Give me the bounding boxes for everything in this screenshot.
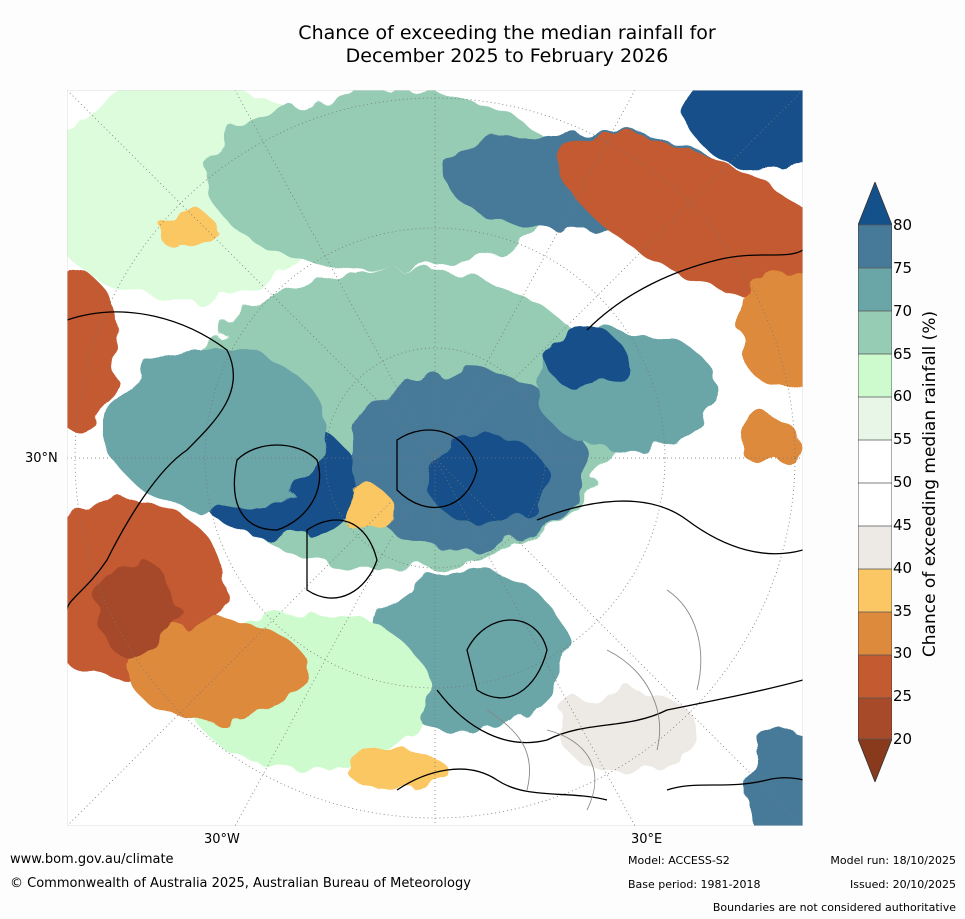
colorbar-swatch-65-70 [858,311,892,354]
coastlines [67,249,803,801]
footer-base-period: Base period: 1981-2018 [628,878,761,891]
colorbar-swatch-55-60 [858,397,892,440]
longitude-label-30w: 30°W [204,832,240,847]
field-wet [207,90,567,270]
field-dry-light [737,270,803,390]
colorbar-swatch-45-50 [858,483,892,526]
colorbar-tick-label: 40 [893,558,913,577]
colorbar-swatch-20-25 [858,698,892,739]
colorbar-tick-label: 35 [893,601,913,620]
colorbar-swatch-25-30 [858,655,892,698]
borders [486,589,702,811]
colorbar-tick-label: 45 [893,515,913,534]
field-dry [559,133,803,307]
field-dry-light [127,620,307,720]
colorbar [858,182,892,782]
colorbar-title-text: Chance of exceeding median rainfall (%) [920,310,940,658]
footer-issued: Issued: 20/10/2025 [849,878,956,891]
colorbar-tick-label: 25 [893,687,913,706]
colorbar-swatch-35-40 [858,569,892,612]
colorbar-swatch-70-75 [858,268,892,311]
colorbar-swatch-30-35 [858,612,892,655]
footer-disclaimer: Boundaries are not considered authoritat… [712,901,956,914]
field-very-dry [97,560,177,660]
footer-copyright: © Commonwealth of Australia 2025, Austra… [10,876,471,891]
longitude-label-30e: 30°E [631,832,663,847]
colorbar-tick-label: 75 [893,258,913,277]
colorbar-tick-label: 60 [893,387,913,406]
footer-model: Model: ACCESS-S2 [628,854,730,867]
chart-title: Chance of exceeding the median rainfall … [0,22,965,68]
latitude-label-30n: 30°N [25,451,58,466]
colorbar-bottom-arrow [858,739,892,782]
probability-fields [67,90,803,826]
field-dry-light [342,485,392,535]
footer-model-run: Model run: 18/10/2025 [830,854,956,867]
colorbar-swatch-50-55 [858,440,892,483]
rainfall-probability-map [67,90,803,826]
field-near-median [467,480,803,820]
colorbar-tick-label: 65 [893,344,913,363]
graticule [67,90,803,826]
field-dry-light [157,210,217,250]
field-slight-dry [557,690,697,770]
footer-url: www.bom.gov.au/climate [10,852,174,867]
colorbar-tick-label: 20 [893,730,913,748]
colorbar-tick-label: 55 [893,430,913,449]
field-dry-light [737,415,797,465]
title-line-2: December 2025 to February 2026 [345,45,669,67]
colorbar-tick-label: 70 [893,301,913,320]
colorbar-swatch-40-45 [858,526,892,569]
colorbar-swatch-75-80 [858,225,892,268]
colorbar-tick-label: 50 [893,473,913,491]
colorbar-tick-label: 30 [893,644,913,663]
field-extreme-wet [547,330,627,390]
field-wet [107,350,327,510]
title-line-1: Chance of exceeding the median rainfall … [298,22,716,44]
field-extreme-wet [687,90,803,170]
colorbar-tick-label: 80 [893,216,913,234]
field-dry-light [347,750,447,790]
colorbar-top-arrow [858,182,892,225]
colorbar-swatch-60-65 [858,354,892,397]
field-extreme-wet [427,435,547,525]
